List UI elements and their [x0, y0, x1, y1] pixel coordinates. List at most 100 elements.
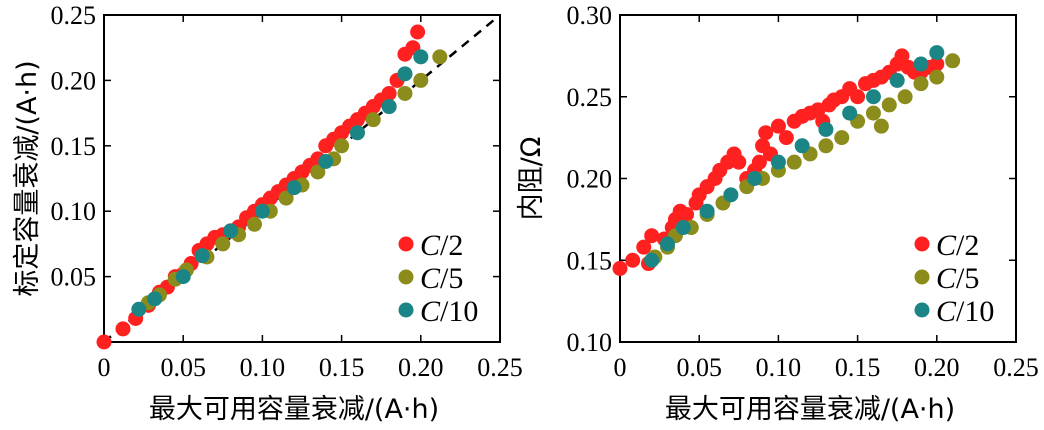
y-tick-label: 0.10: [51, 197, 97, 226]
x-tick-label: 0: [98, 353, 111, 382]
data-point: [278, 190, 294, 206]
data-point: [131, 301, 147, 317]
data-point: [413, 72, 429, 88]
left-panel: 0 0.05 0.10 0.15 0.20 0.25 0.05 0.10 0.15 0.20 0.2…: [12, 1, 523, 425]
data-point: [96, 334, 112, 350]
data-point: [410, 24, 426, 40]
legend-marker: [398, 302, 414, 318]
data-point: [381, 99, 397, 115]
data-point: [349, 125, 365, 141]
data-point: [929, 69, 945, 85]
data-point: [644, 228, 660, 244]
data-point: [413, 49, 429, 65]
legend-marker: [914, 302, 930, 318]
data-point: [751, 154, 767, 170]
data-point: [679, 206, 695, 222]
legend-marker: [914, 269, 930, 285]
data-point: [945, 53, 961, 69]
data-point: [612, 260, 628, 276]
data-point: [897, 89, 913, 105]
data-point: [758, 125, 774, 141]
x-tick-label: 0.05: [160, 353, 206, 382]
data-point: [644, 252, 660, 268]
y-tick-label: 0.15: [567, 246, 613, 275]
data-point: [699, 203, 715, 219]
legend-marker: [398, 236, 414, 252]
data-point: [723, 187, 739, 203]
x-tick-label: 0.25: [993, 353, 1039, 382]
data-point: [660, 236, 676, 252]
y-tick-label: 0.10: [567, 328, 613, 357]
data-point: [194, 248, 210, 264]
data-point: [254, 203, 270, 219]
data-point: [794, 138, 810, 154]
data-point: [625, 252, 641, 268]
data-point: [334, 138, 350, 154]
legend-marker: [398, 269, 414, 285]
data-point: [786, 154, 802, 170]
data-point: [246, 216, 262, 232]
data-point: [223, 223, 239, 239]
legend-label: C/5: [420, 262, 463, 295]
data-point: [432, 49, 448, 65]
x-tick-label: 0.25: [477, 353, 523, 382]
data-point: [175, 269, 191, 285]
x-tick-label: 0.15: [319, 353, 365, 382]
legend-label: C/10: [420, 295, 478, 328]
y-tick-label: 0.20: [567, 165, 613, 194]
y-axis-title: 标定容量衰减/(A·h): [12, 60, 43, 296]
data-point: [929, 56, 945, 72]
legend-label: C/2: [420, 229, 463, 262]
data-point: [894, 48, 910, 64]
x-tick-label: 0.20: [398, 353, 444, 382]
data-point: [747, 171, 763, 186]
data-point: [889, 72, 905, 88]
data-point: [929, 45, 945, 61]
data-point: [778, 130, 794, 146]
x-tick-label: 0.10: [240, 353, 286, 382]
legend-label: C/10: [936, 295, 994, 328]
y-tick-label: 0.30: [567, 1, 613, 30]
data-point: [881, 97, 897, 113]
y-tick-label: 0.15: [51, 132, 97, 161]
y-tick-label: 0.25: [51, 1, 97, 30]
x-tick-label: 0: [614, 353, 627, 382]
data-point: [397, 66, 413, 82]
data-point: [865, 105, 881, 121]
data-point: [365, 112, 381, 128]
data-point: [381, 85, 397, 101]
x-tick-label: 0.15: [835, 353, 881, 382]
x-axis-title: 最大可用容量衰减/(A·h): [149, 394, 439, 425]
x-tick-label: 0.05: [676, 353, 722, 382]
data-point: [318, 153, 334, 169]
data-point: [310, 164, 326, 180]
data-point: [147, 291, 163, 307]
data-point: [818, 138, 834, 154]
data-point: [286, 180, 302, 196]
x-tick-label: 0.20: [914, 353, 960, 382]
y-axis-title: 内阻/Ω: [516, 137, 547, 221]
data-point: [865, 89, 881, 105]
plot-frame: [103, 14, 501, 343]
data-point: [770, 154, 786, 170]
right-panel: 0 0.05 0.10 0.15 0.20 0.25 0.10 0.15 0.20 0.25 0.3…: [516, 1, 1039, 425]
data-point: [675, 220, 691, 236]
data-point: [115, 321, 131, 337]
data-point: [873, 118, 889, 134]
x-axis-title: 最大可用容量衰减/(A·h): [665, 394, 955, 425]
y-tick-label: 0.20: [51, 66, 97, 95]
y-tick-label: 0.25: [567, 83, 613, 112]
data-point: [636, 239, 652, 255]
data-point: [731, 154, 747, 170]
legend-label: C/2: [936, 229, 979, 262]
data-point: [818, 121, 834, 137]
data-point: [913, 76, 929, 92]
legend-label: C/5: [936, 262, 979, 295]
data-point: [834, 130, 850, 146]
data-point: [770, 118, 786, 134]
x-tick-label: 0.10: [756, 353, 802, 382]
data-point: [215, 236, 231, 252]
data-point: [913, 56, 929, 72]
data-point: [850, 89, 866, 105]
